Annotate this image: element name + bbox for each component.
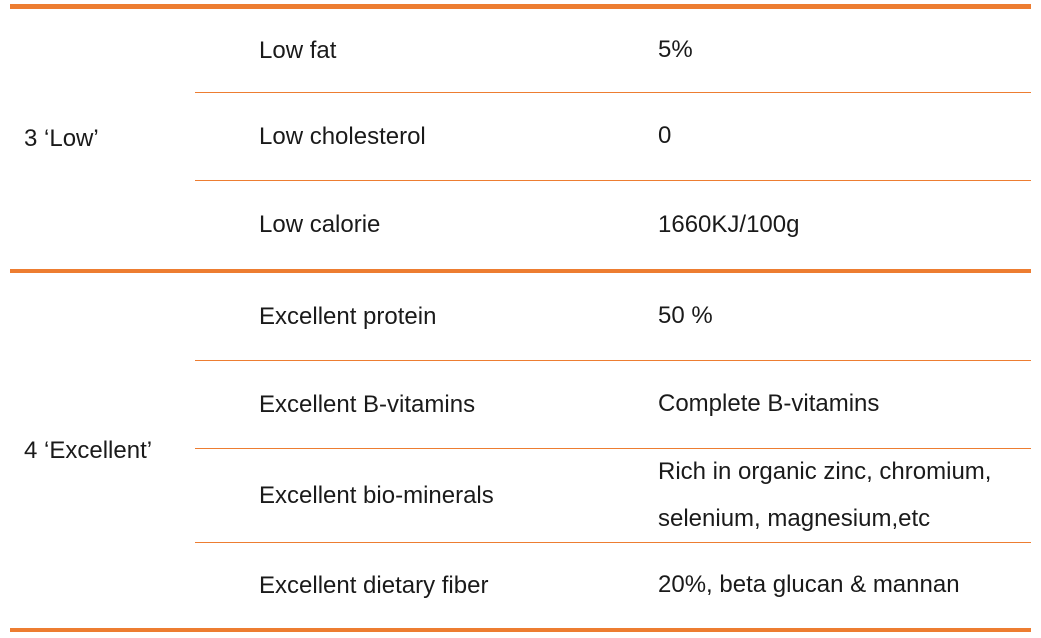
cell-label: Excellent bio-minerals xyxy=(259,481,494,509)
cell-value: 50 % xyxy=(658,302,713,330)
cell-label: Low cholesterol xyxy=(259,122,426,150)
table-row: Low calorie 1660KJ/100g xyxy=(195,181,1031,269)
section-rows-excellent: Excellent protein 50 % Excellent B-vitam… xyxy=(195,273,1031,628)
cell-value: 20%, beta glucan & mannan xyxy=(658,571,960,599)
table-section-low: 3 ‘Low’ Low fat 5% Low cholesterol 0 Low… xyxy=(10,9,1031,269)
group-label-low: 3 ‘Low’ xyxy=(24,125,99,152)
cell-label: Low fat xyxy=(259,36,337,64)
table-row: Excellent bio-minerals Rich in organic z… xyxy=(195,449,1031,543)
table-row: Excellent B-vitamins Complete B-vitamins xyxy=(195,361,1031,449)
cell-label: Excellent protein xyxy=(259,302,437,330)
table-middle-border xyxy=(10,269,1031,273)
cell-value: 5% xyxy=(658,36,693,64)
table-row: Excellent protein 50 % xyxy=(195,273,1031,361)
table-row: Excellent dietary fiber 20%, beta glucan… xyxy=(195,543,1031,628)
cell-label: Excellent B-vitamins xyxy=(259,390,476,418)
group-label-excellent: 4 ‘Excellent’ xyxy=(24,436,153,464)
group-label-cell-excellent: 4 ‘Excellent’ xyxy=(10,273,195,628)
table-row: Low cholesterol 0 xyxy=(195,93,1031,181)
cell-value: Complete B-vitamins xyxy=(658,390,880,418)
cell-value: 0 xyxy=(658,122,672,150)
table-top-border xyxy=(10,4,1031,9)
nutrition-claims-table: 3 ‘Low’ Low fat 5% Low cholesterol 0 Low… xyxy=(10,4,1031,632)
table-row: Low fat 5% xyxy=(195,9,1031,93)
group-label-cell-low: 3 ‘Low’ xyxy=(10,9,195,269)
cell-label: Excellent dietary fiber xyxy=(259,571,489,599)
table-section-excellent: 4 ‘Excellent’ Excellent protein 50 % Exc… xyxy=(10,273,1031,628)
cell-value: 1660KJ/100g xyxy=(658,210,800,238)
table-bottom-border xyxy=(10,628,1031,632)
section-rows-low: Low fat 5% Low cholesterol 0 Low calorie… xyxy=(195,9,1031,269)
cell-value: Rich in organic zinc, chromium, selenium… xyxy=(658,458,992,532)
cell-label: Low calorie xyxy=(259,211,381,238)
